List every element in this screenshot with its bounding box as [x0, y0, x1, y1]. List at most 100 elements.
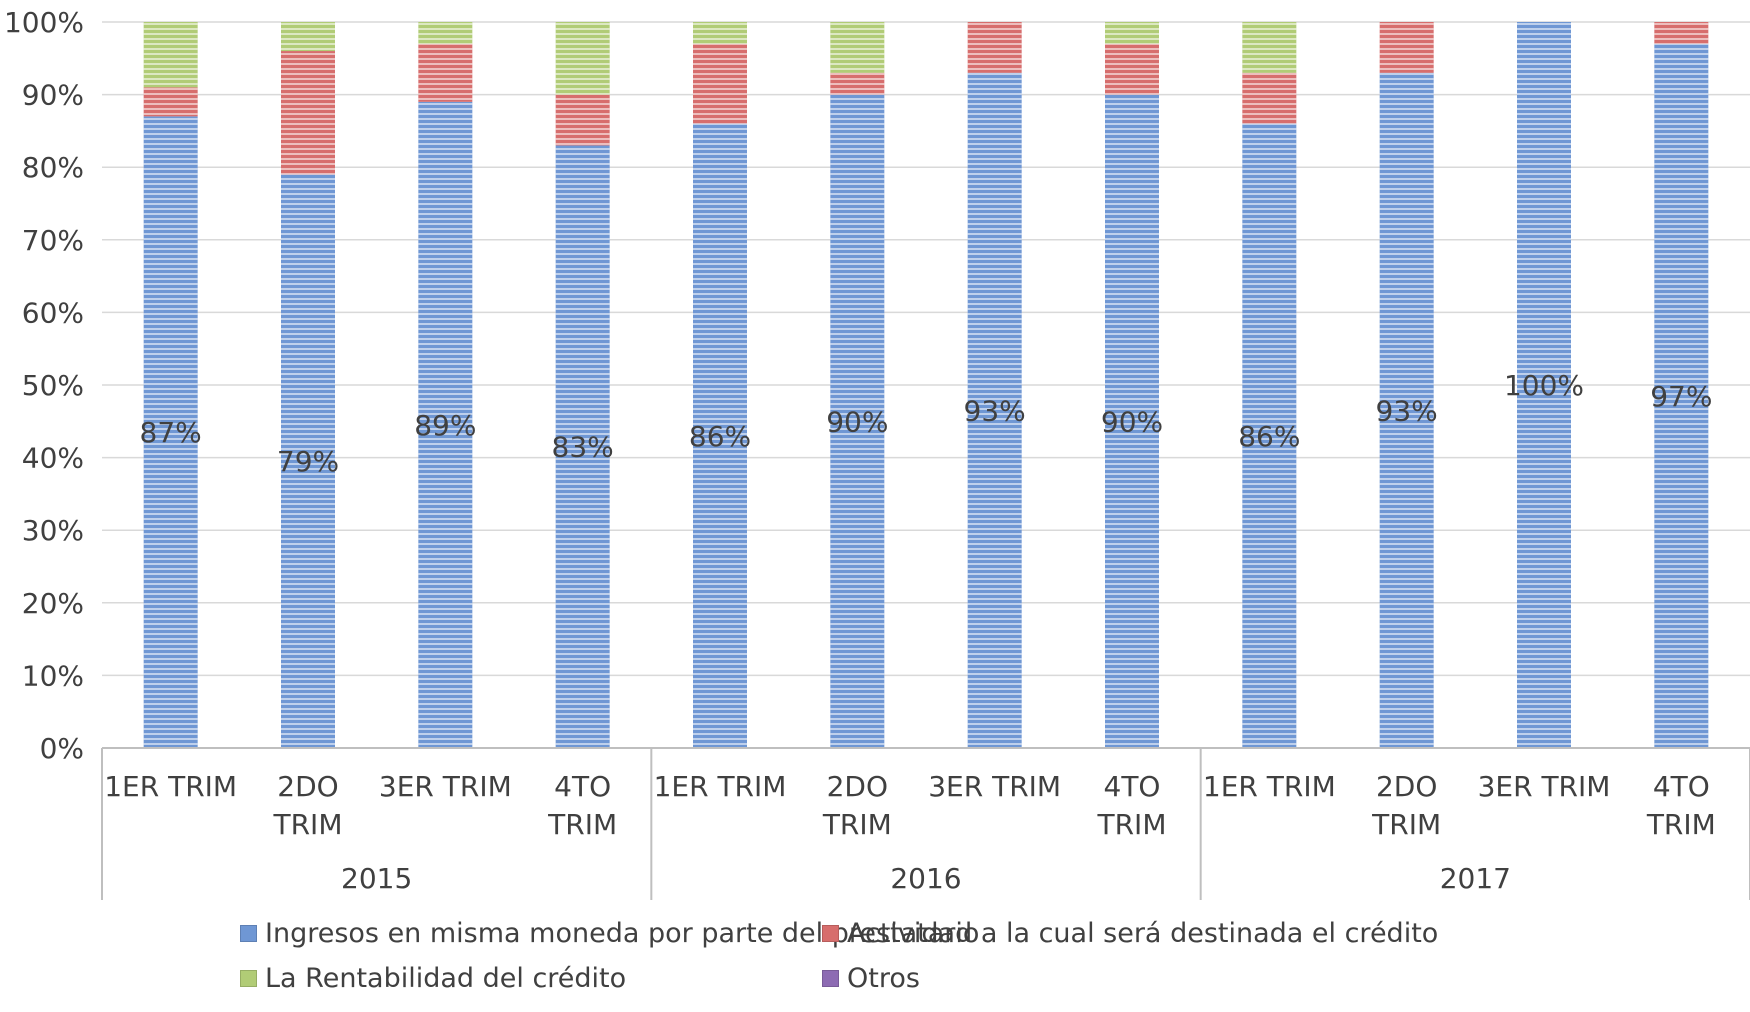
- bar-texture: [1242, 123, 1297, 748]
- bar-segment-ingresos: [830, 94, 885, 749]
- bar-texture: [1379, 72, 1434, 748]
- bar-segment-actividad: [143, 87, 198, 117]
- legend-item-otros: Otros: [822, 963, 920, 994]
- legend-label-actividad: Actividad a la cual será destinada el cr…: [847, 918, 1439, 949]
- bar-texture: [1517, 22, 1571, 748]
- legend-item-actividad: Actividad a la cual será destinada el cr…: [822, 918, 1438, 949]
- bar-segment-ingresos: [693, 123, 747, 748]
- bar-segment-ingresos: [1379, 72, 1434, 748]
- y-tick-label: 80%: [22, 151, 84, 184]
- y-tick-label: 50%: [22, 369, 84, 402]
- bar-segment-rentabilidad: [1242, 22, 1297, 73]
- y-tick-label: 70%: [22, 224, 84, 257]
- bar-texture: [693, 123, 747, 748]
- bar-segment-rentabilidad: [281, 22, 335, 52]
- bar-texture: [1105, 94, 1159, 749]
- x-tick-label: 1ER TRIM: [1203, 770, 1336, 803]
- x-tick-label: 1ER TRIM: [654, 770, 787, 803]
- bar-segment-ingresos: [967, 72, 1022, 748]
- bar-texture: [281, 22, 335, 52]
- bar-texture: [967, 22, 1022, 73]
- bar-segment-ingresos: [281, 174, 335, 748]
- bar-texture: [281, 51, 335, 175]
- bar-segment-actividad: [1379, 22, 1434, 73]
- x-tick-label: 3ER TRIM: [928, 770, 1061, 803]
- data-label: 86%: [689, 420, 751, 453]
- bar-texture: [555, 94, 610, 146]
- bar-texture: [555, 145, 610, 749]
- bar-texture: [830, 94, 885, 749]
- bar-texture: [1242, 72, 1297, 124]
- data-label: 97%: [1650, 380, 1712, 413]
- bar-texture: [418, 22, 473, 44]
- y-tick-label: 100%: [4, 6, 84, 39]
- group-label: 2016: [890, 862, 961, 895]
- y-tick-label: 20%: [22, 587, 84, 620]
- axes: 0% 10% 20% 30% 40% 50% 60% 70% 80% 90% 100% 1ER TRI…: [4, 6, 1750, 900]
- bar-texture: [281, 174, 335, 748]
- x-tick-label: 2DO TRIM: [822, 770, 892, 841]
- bars: [143, 22, 1709, 749]
- data-labels: 87% 79% 89% 83% 86% 90% 93% 90% 86% 93% 100% 97%: [140, 369, 1713, 478]
- y-tick-label: 10%: [22, 659, 84, 692]
- legend-item-rentabilidad: La Rentabilidad del crédito: [240, 963, 626, 994]
- bar-texture: [143, 116, 198, 748]
- legend-item-ingresos: Ingresos en misma moneda por parte del p…: [240, 918, 979, 949]
- bar-texture: [1654, 22, 1709, 44]
- data-label: 83%: [552, 431, 614, 464]
- bar-segment-actividad: [281, 51, 335, 175]
- x-tick-label: 3ER TRIM: [379, 770, 512, 803]
- data-label: 87%: [140, 416, 202, 449]
- legend: Ingresos en misma moneda por parte del p…: [240, 918, 1540, 1008]
- y-tick-label: 40%: [22, 442, 84, 475]
- bar-texture: [1105, 22, 1159, 44]
- y-tick-label: 90%: [22, 79, 84, 112]
- data-label: 100%: [1504, 369, 1584, 402]
- bar-texture: [693, 22, 747, 44]
- y-tick-label: 30%: [22, 514, 84, 547]
- bar-segment-rentabilidad: [830, 22, 885, 73]
- y-tick-label: 0%: [40, 732, 84, 765]
- bar-segment-ingresos: [1242, 123, 1297, 748]
- legend-swatch-ingresos: [240, 925, 257, 942]
- gridlines: [102, 21, 1750, 677]
- bar-segment-actividad: [1654, 22, 1709, 44]
- bar-segment-ingresos: [143, 116, 198, 748]
- data-label: 90%: [1101, 405, 1163, 438]
- bar-segment-actividad: [555, 94, 610, 146]
- legend-label-rentabilidad: La Rentabilidad del crédito: [265, 963, 627, 994]
- data-label: 90%: [826, 405, 888, 438]
- bar-segment-actividad: [1242, 72, 1297, 124]
- legend-swatch-rentabilidad: [240, 970, 257, 987]
- bar-texture: [830, 22, 885, 73]
- data-label: 79%: [277, 445, 339, 478]
- group-label: 2017: [1440, 862, 1511, 895]
- x-tick-label: 3ER TRIM: [1478, 770, 1611, 803]
- bar-texture: [693, 43, 747, 124]
- bar-segment-ingresos: [1105, 94, 1159, 749]
- bar-texture: [830, 72, 885, 95]
- bar-texture: [1654, 43, 1709, 748]
- bar-texture: [143, 87, 198, 117]
- bar-segment-ingresos: [418, 101, 473, 749]
- legend-swatch-actividad: [822, 925, 839, 942]
- bar-segment-ingresos: [555, 145, 610, 749]
- bar-segment-rentabilidad: [693, 22, 747, 44]
- bar-segment-actividad: [830, 72, 885, 95]
- bar-segment-actividad: [693, 43, 747, 124]
- bar-texture: [1105, 43, 1159, 95]
- bar-segment-ingresos: [1654, 43, 1709, 748]
- legend-swatch-otros: [822, 970, 839, 987]
- bar-texture: [1379, 22, 1434, 73]
- data-label: 93%: [1376, 394, 1438, 427]
- x-tick-label: 4TO TRIM: [1097, 770, 1167, 841]
- bar-segment-ingresos: [1517, 22, 1571, 748]
- bar-segment-rentabilidad: [143, 22, 198, 88]
- legend-label-ingresos: Ingresos en misma moneda por parte del p…: [265, 918, 980, 949]
- data-label: 89%: [414, 409, 476, 442]
- group-label: 2015: [341, 862, 412, 895]
- bar-segment-rentabilidad: [418, 22, 473, 44]
- bar-segment-rentabilidad: [1105, 22, 1159, 44]
